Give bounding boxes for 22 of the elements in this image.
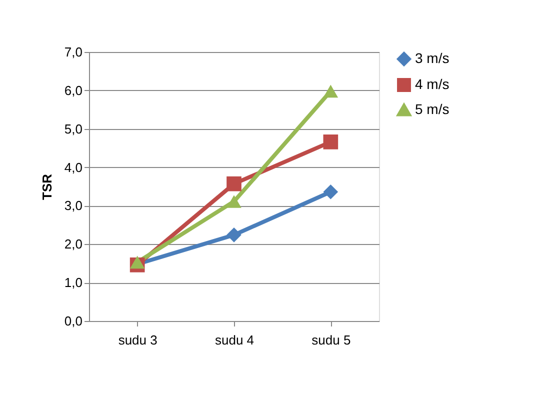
y-tick-label: 7,0 [64,44,82,60]
y-tick-label: 6,0 [64,82,82,98]
point [130,256,145,269]
x-tick-label: sudu 5 [312,332,351,348]
point [323,134,338,150]
y-tick-label: 3,0 [64,198,82,214]
x-tick-label: sudu 3 [118,332,158,348]
point [226,228,242,242]
x-tick-label: sudu 4 [214,332,254,348]
legend-label: 3 m/s [415,50,450,66]
point [226,195,242,208]
point [226,176,242,192]
legend-label: 4 m/s [415,76,450,92]
point [323,184,338,200]
y-axis-title: TSR [39,173,54,200]
y-tick-label: 0,0 [64,314,82,328]
y-tick-label: 5,0 [64,121,82,136]
y-tick-label: 2,0 [64,236,82,252]
point [323,84,338,98]
legend-label: 5 m/s [415,101,450,117]
y-tick-label: 4,0 [64,160,82,175]
y-tick-label: 1,0 [64,275,82,290]
